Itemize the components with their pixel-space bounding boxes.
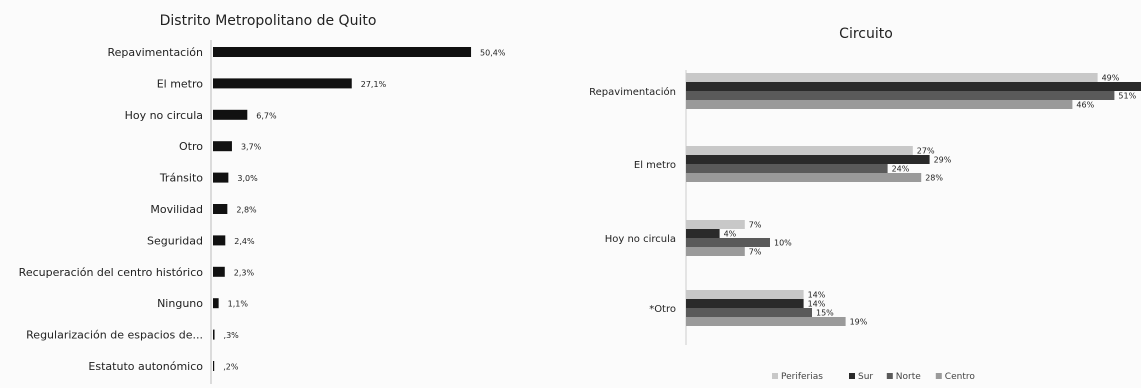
bar	[686, 308, 812, 317]
bar	[213, 78, 352, 89]
bar	[686, 173, 922, 182]
category-label: Movilidad	[150, 203, 203, 216]
bar	[686, 146, 913, 155]
bar	[686, 299, 804, 308]
bar	[686, 238, 770, 247]
data-label: 7%	[749, 248, 762, 257]
category-label: Hoy no circula	[605, 234, 676, 245]
bar	[213, 141, 232, 152]
data-label: 6,7%	[256, 111, 277, 120]
category-label: Estatuto autonómico	[88, 360, 203, 373]
data-label: 19%	[850, 318, 868, 327]
category-label: Seguridad	[147, 234, 203, 247]
data-label: ,3%	[224, 331, 240, 340]
category-label: Recuperación del centro histórico	[19, 266, 204, 279]
category-label: Regularización de espacios de...	[26, 329, 203, 342]
legend-label: Periferias	[781, 372, 823, 382]
bar	[686, 155, 930, 164]
data-label: 27%	[917, 147, 935, 156]
bar	[686, 73, 1098, 82]
bar	[213, 172, 229, 183]
data-label: 27,1%	[361, 80, 387, 89]
data-label: 15%	[816, 309, 834, 318]
data-label: ,2%	[223, 363, 239, 372]
legend-swatch	[772, 373, 778, 379]
data-label: 51%	[1118, 92, 1136, 101]
bar	[686, 247, 745, 256]
legend-swatch	[935, 373, 942, 379]
bar	[213, 109, 248, 120]
data-label: 28%	[925, 174, 943, 183]
category-label: Repavimentación	[107, 46, 203, 59]
data-label: 14%	[808, 300, 826, 309]
chart-title-left: Distrito Metropolitano de Quito	[160, 13, 377, 29]
data-label: 10%	[774, 239, 792, 248]
legend-swatch	[886, 373, 893, 379]
bar	[213, 204, 228, 214]
category-label: El metro	[157, 77, 204, 90]
legend-swatch	[849, 373, 855, 379]
category-label: Ninguno	[157, 297, 203, 310]
bar	[213, 329, 215, 340]
bar	[686, 317, 846, 326]
legend-label: Sur	[858, 372, 873, 382]
chart-title-right: Circuito	[839, 26, 893, 42]
bar	[213, 47, 472, 57]
category-label: *Otro	[649, 304, 676, 315]
bar	[213, 298, 219, 309]
bar	[686, 100, 1073, 109]
data-label: 1,1%	[228, 300, 249, 309]
bar	[213, 266, 225, 277]
bar	[686, 290, 804, 299]
bar	[686, 229, 720, 238]
legend-label: Norte	[896, 372, 921, 382]
bar	[686, 82, 1141, 91]
data-label: 14%	[808, 291, 826, 300]
data-label: 29%	[934, 156, 952, 165]
category-label: Repavimentación	[589, 86, 676, 98]
bar	[686, 91, 1115, 100]
data-label: 3,7%	[241, 143, 262, 152]
category-label: El metro	[634, 160, 676, 171]
legend: Periferias Sur Norte Centro	[772, 372, 975, 382]
left-chart: Repavimentación 50,4% El metro 27,1% Hoy no …	[19, 46, 506, 373]
category-label: Tránsito	[159, 172, 203, 185]
data-label: 49%	[1102, 74, 1120, 83]
data-label: 2,4%	[234, 237, 255, 246]
category-label: Hoy no circula	[125, 109, 203, 122]
data-label: 2,3%	[234, 268, 255, 277]
category-label: Otro	[179, 140, 203, 153]
data-label: 3,0%	[237, 174, 258, 183]
data-label: 4%	[724, 230, 737, 239]
data-label: 50,4%	[480, 49, 506, 58]
data-label: 46%	[1076, 101, 1094, 110]
data-label: 2,8%	[236, 206, 257, 215]
legend-label: Centro	[945, 372, 976, 382]
bar	[213, 361, 215, 371]
data-label: 7%	[749, 221, 762, 230]
bar	[686, 220, 745, 229]
data-label: 24%	[892, 165, 910, 174]
bar	[213, 235, 226, 246]
bar	[686, 164, 888, 173]
